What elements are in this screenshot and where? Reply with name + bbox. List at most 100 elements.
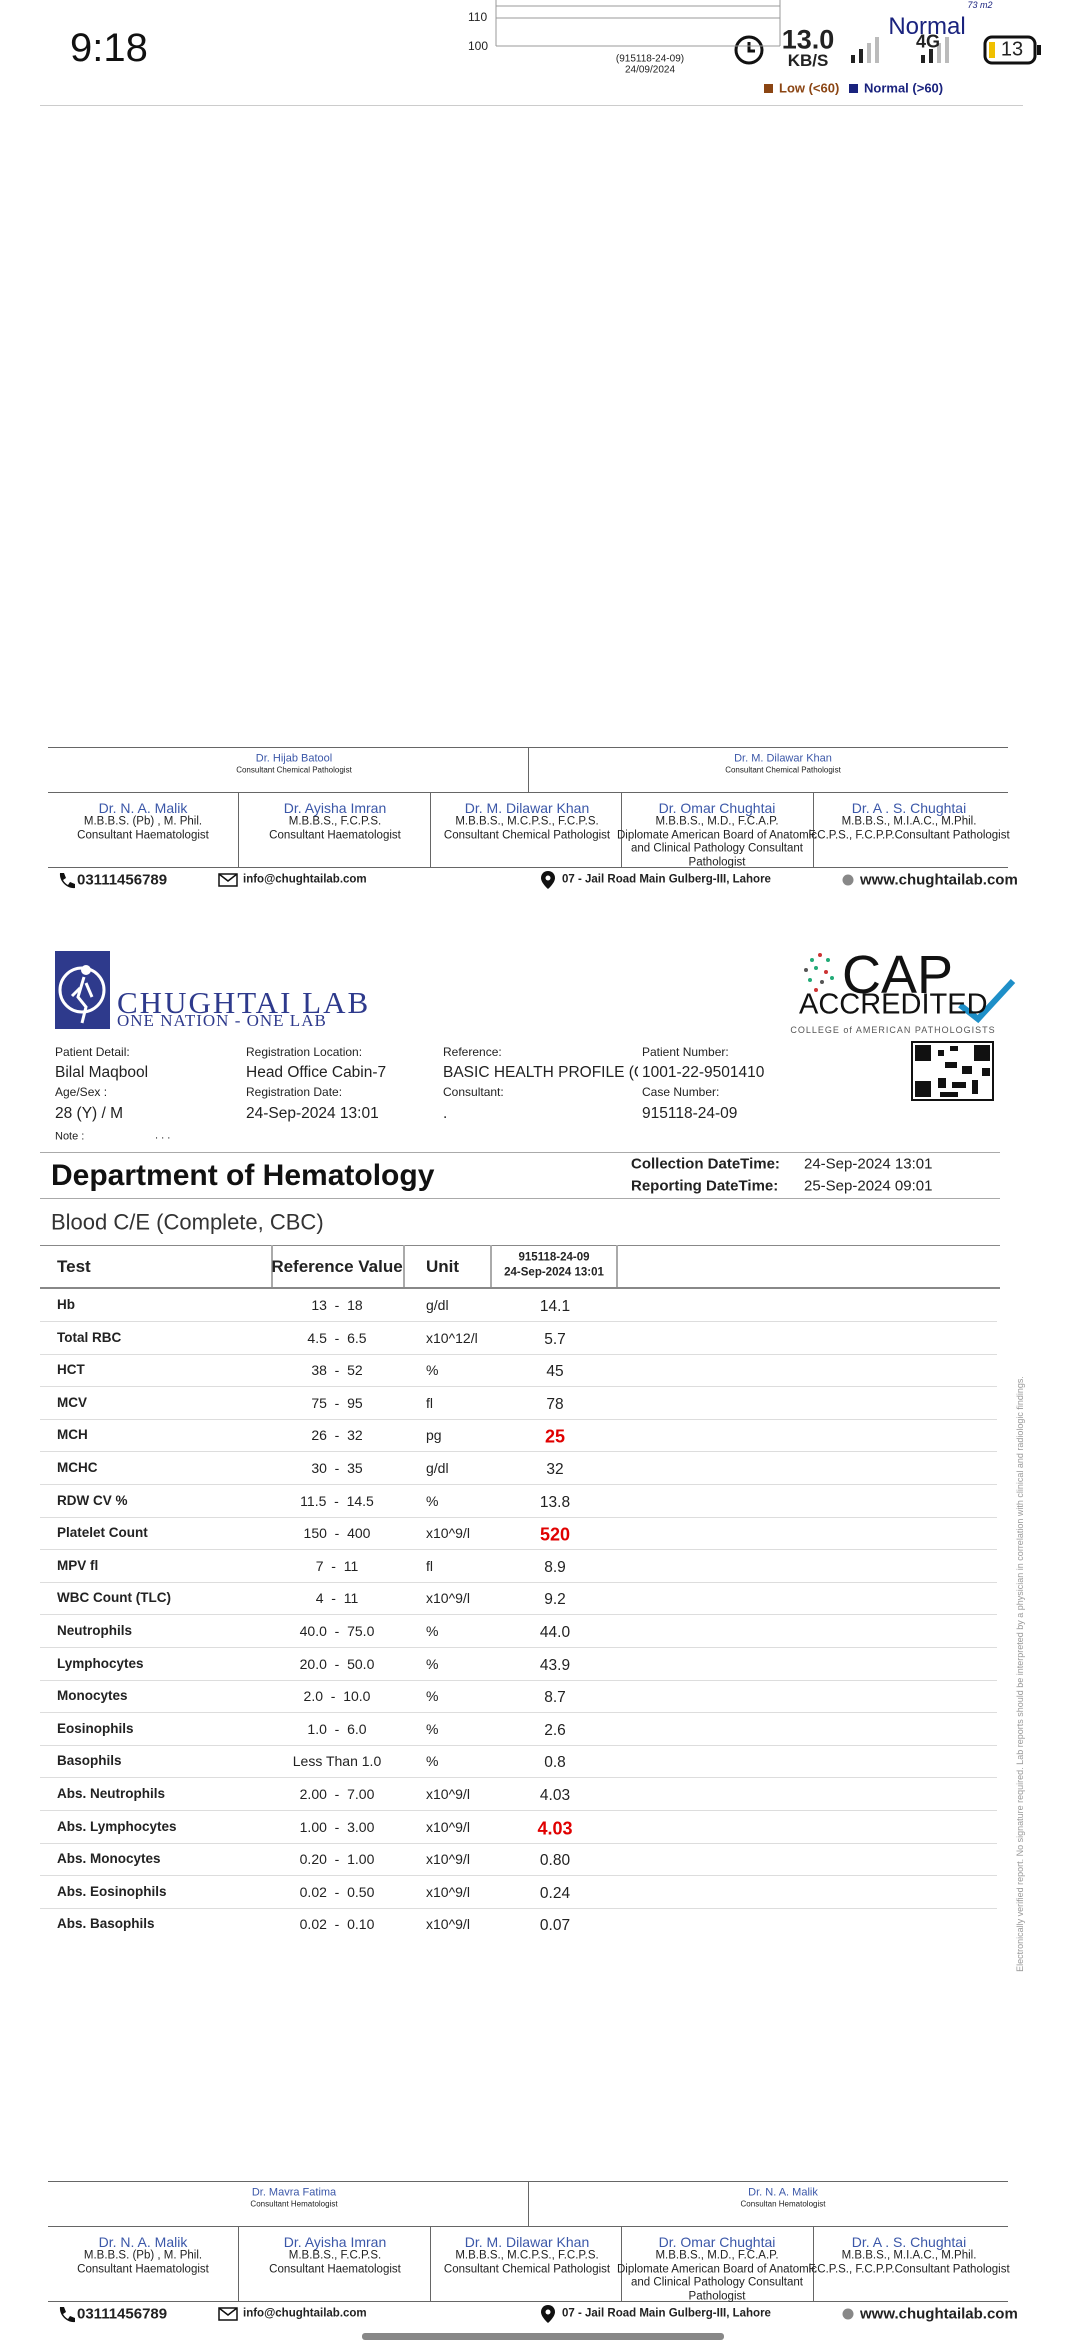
doctor-name: Dr. Omar Chughtai — [658, 799, 776, 816]
doctor-credential: M.B.B.S., M.C.P.S., F.C.P.S. — [455, 815, 599, 828]
doctor-credential: M.B.B.S. (Pb) , M. Phil. — [83, 2249, 203, 2262]
result: 2.6 — [544, 1721, 566, 1739]
result-header: 915118-24-09 — [518, 1251, 590, 1264]
rule — [40, 1152, 1000, 1153]
result: 4.03 — [539, 1787, 571, 1805]
cap-mark — [804, 953, 1016, 1024]
reference-range: 4 - 11 — [315, 1590, 359, 1607]
test-title: Blood C/E (Complete, CBC) — [51, 1209, 324, 1235]
footer-rule — [48, 2301, 1008, 2302]
signatory-title: Consultant Hematologist — [250, 2199, 338, 2209]
doctor-credential: M.B.B.S., M.C.P.S., F.C.P.S. — [455, 2249, 599, 2262]
y-label: 100 — [468, 39, 489, 54]
doctor-divider — [238, 2226, 239, 2301]
y-label: 110 — [468, 10, 488, 25]
doctor-credential: M.B.B.S., M.D., F.C.A.P. — [655, 815, 779, 828]
mail-icon — [218, 2304, 238, 2329]
row-rule — [40, 1777, 997, 1779]
reference-range: 20.0 - 50.0 — [299, 1655, 375, 1672]
doctor-credential: Pathologist — [688, 2289, 746, 2302]
doctor-credential: F.C.P.S., F.C.P.P.Consultant Pathologist — [808, 2262, 1010, 2275]
field-label: Consultant: — [443, 1085, 504, 1100]
signatory-name: Dr. Mavra Fatima — [251, 2186, 337, 2199]
note-label: Note : — [55, 1130, 85, 1143]
unit: fl — [426, 1394, 433, 1411]
cap-logo: CAP — [842, 944, 954, 1005]
phone: 03111456789 — [77, 2305, 168, 2323]
result: 9.2 — [544, 1591, 566, 1609]
legend-swatch — [849, 84, 858, 93]
doctor-divider — [430, 2226, 431, 2301]
reference-range: 11.5 - 14.5 — [300, 1492, 374, 1509]
reporting-value: 25-Sep-2024 09:01 — [804, 1177, 933, 1195]
row-rule — [40, 1744, 997, 1746]
table-rule — [40, 1245, 1000, 1246]
doctor-name: Dr. A . S. Chughtai — [851, 799, 967, 816]
field-value: 915118-24-09 — [642, 1105, 738, 1123]
doctor-credential: M.B.B.S., M.I.A.C., M.Phil. — [841, 815, 977, 828]
logo-tagline: ONE NATION - ONE LAB — [117, 1011, 327, 1031]
phone: 03111456789 — [77, 871, 168, 889]
note: 73 m2 — [967, 0, 993, 10]
doctor-credential: M.B.B.S., M.I.A.C., M.Phil. — [841, 2249, 977, 2262]
rule — [40, 1198, 1000, 1199]
column-header: Reference Value — [271, 1257, 403, 1277]
row-rule — [40, 1418, 997, 1420]
field-value: Bilal Maqbool — [55, 1064, 149, 1082]
reference-range: 40.0 - 75.0 — [299, 1622, 375, 1639]
result: 32 — [546, 1461, 564, 1479]
signal-icon — [851, 37, 949, 63]
reference-range: 30 - 35 — [311, 1459, 363, 1476]
doctor-credential: F.C.P.S., F.C.P.P.Consultant Pathologist — [808, 828, 1010, 841]
doctor-divider — [238, 792, 239, 867]
unit: x10^9/l — [426, 1590, 470, 1607]
phone-icon — [55, 2304, 75, 2329]
globe-icon — [838, 2304, 858, 2329]
qr-code — [911, 1041, 994, 1101]
pin-icon — [538, 870, 558, 895]
field-label: Reference: — [443, 1045, 502, 1060]
globe-icon — [838, 870, 858, 895]
unit: x10^9/l — [426, 1916, 470, 1933]
test-name: Abs. Basophils — [57, 1916, 155, 1932]
reference-range: 1.00 - 3.00 — [299, 1818, 375, 1835]
battery-level: 13 — [1000, 38, 1024, 61]
unit: x10^9/l — [426, 1525, 470, 1542]
unit: x10^9/l — [426, 1785, 470, 1802]
legend-label: Normal (>60) — [864, 80, 944, 96]
result: 0.8 — [544, 1754, 566, 1772]
field-label: Patient Detail: — [55, 1045, 130, 1060]
row-rule — [40, 1549, 997, 1551]
test-name: Neutrophils — [57, 1623, 133, 1639]
test-name: Basophils — [57, 1753, 122, 1769]
test-name: MCV — [57, 1395, 87, 1411]
test-name: Eosinophils — [57, 1721, 134, 1737]
footer-rule — [48, 2226, 1008, 2227]
row-rule — [40, 1516, 997, 1518]
unit: x10^9/l — [426, 1818, 470, 1835]
website: www.chughtailab.com — [860, 871, 1018, 889]
signatory-title: Consultant Chemical Pathologist — [725, 765, 841, 775]
band-label: Normal — [888, 13, 966, 41]
field-value: . — [443, 1105, 448, 1123]
alarm-icon — [734, 35, 764, 65]
reference-range: 38 - 52 — [311, 1362, 363, 1379]
result: 0.07 — [539, 1917, 571, 1935]
net-speed-unit: KB/S — [787, 51, 829, 71]
row-rule — [40, 1484, 997, 1485]
result: 78 — [546, 1395, 564, 1413]
unit: % — [426, 1720, 439, 1737]
row-rule — [40, 1451, 997, 1453]
row-rule — [40, 1842, 997, 1844]
signatory-name: Dr. M. Dilawar Khan — [734, 752, 832, 765]
row-rule — [40, 1581, 997, 1583]
reference-range: 7 - 11 — [315, 1557, 359, 1574]
test-name: Hb — [57, 1297, 75, 1313]
doctor-credential: and Clinical Pathology Consultant — [631, 842, 803, 855]
reference-range: 0.20 - 1.00 — [299, 1851, 375, 1868]
unit: x10^9/l — [426, 1851, 470, 1868]
field-value: 1001-22-9501410 — [642, 1064, 765, 1082]
result: 0.24 — [539, 1884, 571, 1902]
